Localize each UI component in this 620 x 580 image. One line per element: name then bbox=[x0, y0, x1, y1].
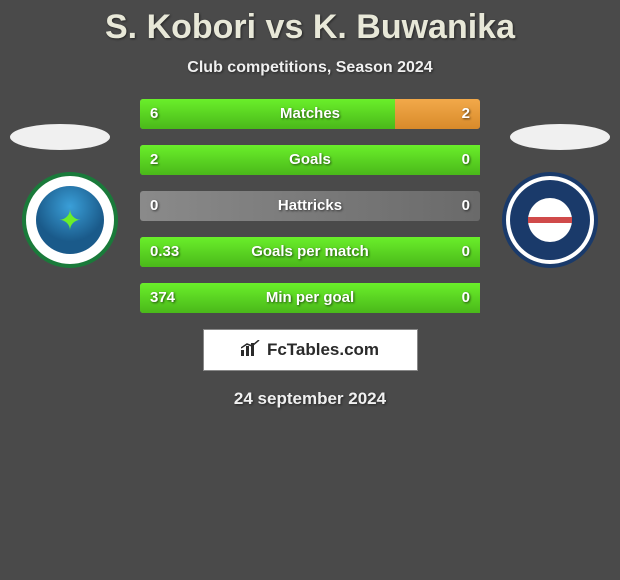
stat-label: Min per goal bbox=[140, 283, 480, 313]
footer-brand-text: FcTables.com bbox=[267, 340, 379, 360]
stat-row: 0.330Goals per match bbox=[140, 237, 480, 267]
club-badge-player1-inner: ✦ bbox=[36, 186, 104, 254]
stat-row: 20Goals bbox=[140, 145, 480, 175]
page-title: S. Kobori vs K. Buwanika bbox=[0, 0, 620, 47]
subtitle: Club competitions, Season 2024 bbox=[0, 59, 620, 77]
player2-silhouette bbox=[510, 124, 610, 150]
club-badge-player1: ✦ bbox=[22, 172, 118, 268]
stat-label: Hattricks bbox=[140, 191, 480, 221]
club-badge-player2-inner bbox=[510, 180, 590, 260]
stat-label: Matches bbox=[140, 99, 480, 129]
stat-row: 3740Min per goal bbox=[140, 283, 480, 313]
club-badge-player2 bbox=[502, 172, 598, 268]
player1-silhouette bbox=[10, 124, 110, 150]
stat-row: 00Hattricks bbox=[140, 191, 480, 221]
stats-comparison-bars: 62Matches 20Goals 00Hattricks 0.330Goals pe… bbox=[140, 99, 480, 313]
stat-label: Goals bbox=[140, 145, 480, 175]
date-label: 24 september 2024 bbox=[0, 389, 620, 409]
stat-label: Goals per match bbox=[140, 237, 480, 267]
stat-row: 62Matches bbox=[140, 99, 480, 129]
club-badge-player2-stripe bbox=[528, 217, 572, 223]
chart-icon bbox=[241, 340, 261, 361]
footer-brand-box: FcTables.com bbox=[203, 329, 418, 371]
